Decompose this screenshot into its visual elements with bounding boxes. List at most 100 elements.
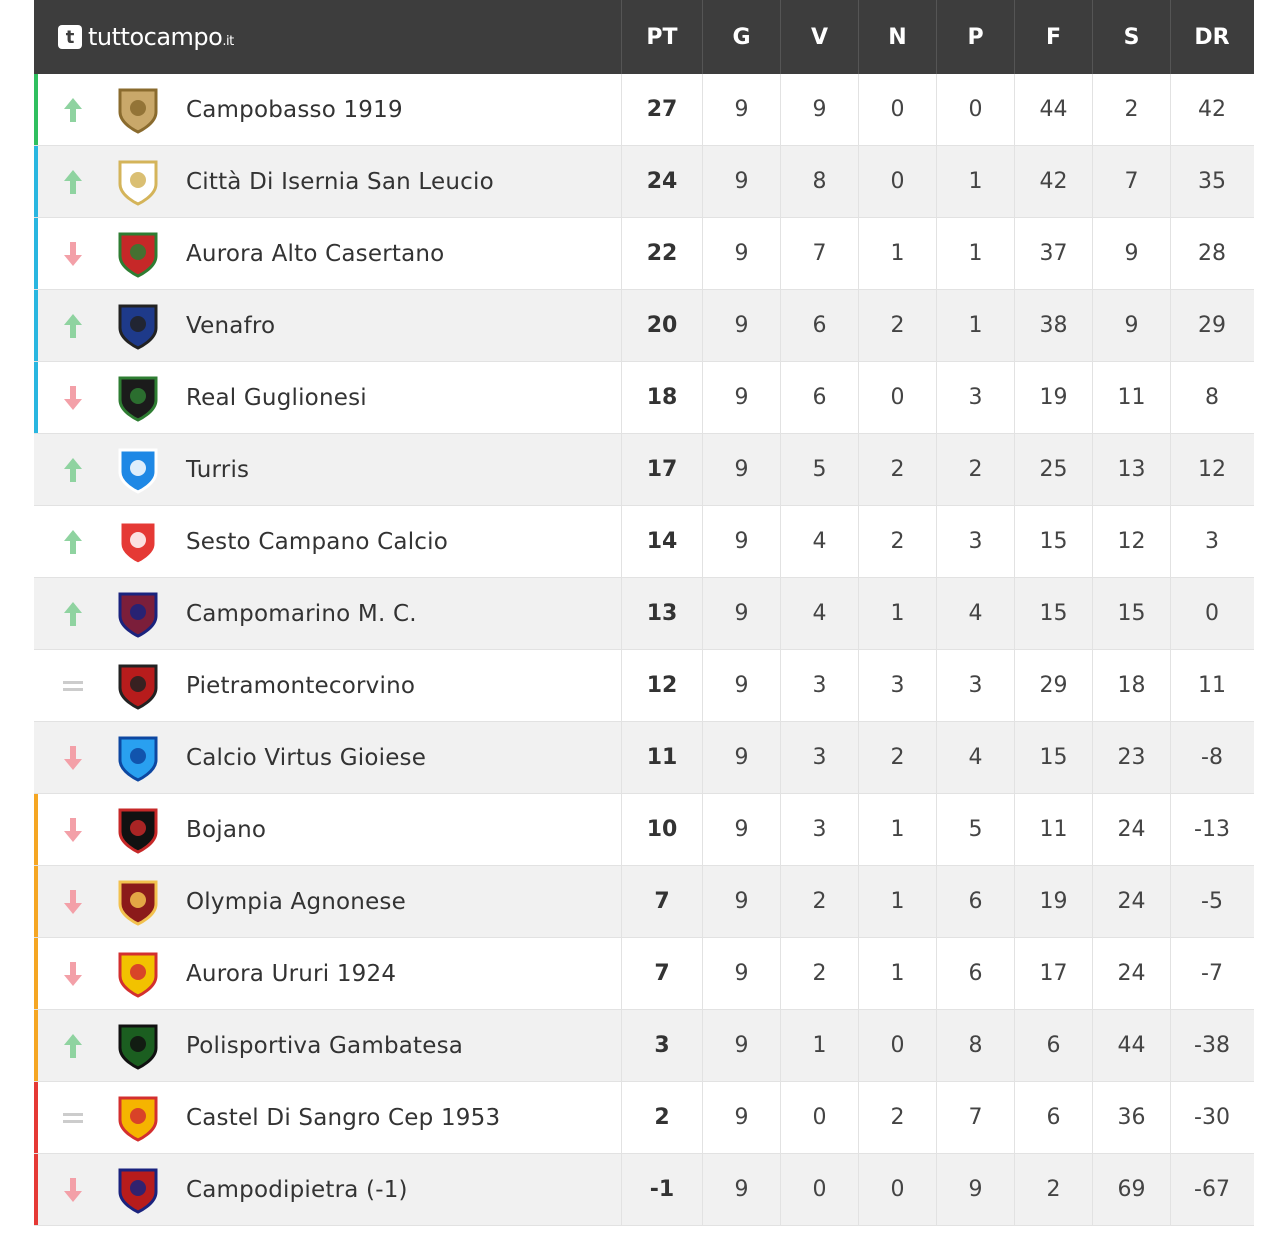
col-header-p[interactable]: P [937,0,1015,74]
venafro-crest-icon[interactable] [112,300,164,352]
col-header-f[interactable]: F [1015,0,1093,74]
trend-up-icon [34,169,112,195]
stat-dr: -38 [1194,1033,1230,1058]
stat-dr: 3 [1205,529,1219,554]
col-header-pt[interactable]: PT [622,0,703,74]
stat-v: 1 [781,1010,859,1081]
team-cell: Campomarino M. C. [34,578,622,649]
table-row[interactable]: Calcio Virtus Gioiese 11 9 3 2 4 15 23 -8 [34,722,1254,794]
team-name-link[interactable]: Aurora Alto Casertano [186,240,445,267]
stat-f: 29 [1015,650,1093,721]
stat-v: 0 [781,1154,859,1225]
stat-s: 23 [1093,722,1171,793]
table-row[interactable]: Bojano 10 9 3 1 5 11 24 -13 [34,794,1254,866]
table-row[interactable]: Pietramontecorvino 12 9 3 3 3 29 18 11 [34,650,1254,722]
team-name-link[interactable]: Polisportiva Gambatesa [186,1032,464,1059]
team-name-link[interactable]: Pietramontecorvino [186,672,416,699]
stat-f: 2 [1015,1154,1093,1225]
pietramontecorvino-crest-icon[interactable] [112,660,164,712]
stat-dr: 11 [1198,673,1226,698]
col-header-g[interactable]: G [703,0,781,74]
team-cell: Campodipietra (-1) [34,1154,622,1225]
table-row[interactable]: Polisportiva Gambatesa 3 9 1 0 8 6 44 -38 [34,1010,1254,1082]
col-header-s[interactable]: S [1093,0,1171,74]
stat-f: 15 [1015,578,1093,649]
team-name-link[interactable]: Venafro [186,312,276,339]
table-row[interactable]: Castel Di Sangro Cep 1953 2 9 0 2 7 6 36 -30 [34,1082,1254,1154]
gambatesa-crest-icon[interactable] [112,1020,164,1072]
turris-crest-icon[interactable] [112,444,164,496]
campomarino-crest-icon[interactable] [112,588,164,640]
team-cell: Città Di Isernia San Leucio [34,146,622,217]
stat-n: 2 [859,722,937,793]
team-name-link[interactable]: Campodipietra (-1) [186,1176,408,1203]
table-row[interactable]: Campomarino M. C. 13 9 4 1 4 15 15 0 [34,578,1254,650]
table-row[interactable]: Sesto Campano Calcio 14 9 4 2 3 15 12 3 [34,506,1254,578]
table-row[interactable]: Olympia Agnonese 7 9 2 1 6 19 24 -5 [34,866,1254,938]
team-name-link[interactable]: Castel Di Sangro Cep 1953 [186,1104,501,1131]
stat-p: 6 [937,938,1015,1009]
stat-f: 42 [1015,146,1093,217]
castel-di-sangro-crest-icon[interactable] [112,1092,164,1144]
stat-n: 1 [859,866,937,937]
stat-p: 3 [937,650,1015,721]
team-name-link[interactable]: Campobasso 1919 [186,96,403,123]
stat-v: 4 [781,578,859,649]
sesto-campano-crest-icon[interactable] [112,516,164,568]
real-guglionesi-crest-icon[interactable] [112,372,164,424]
stat-f: 44 [1015,74,1093,145]
table-row[interactable]: Campodipietra (-1) -1 9 0 0 9 2 69 -67 [34,1154,1254,1226]
stat-f: 19 [1015,866,1093,937]
stat-f: 17 [1015,938,1093,1009]
olympia-agnonese-crest-icon[interactable] [112,876,164,928]
stat-pt: 10 [622,794,703,865]
trend-equal-icon [34,1111,112,1125]
table-row[interactable]: Real Guglionesi 18 9 6 0 3 19 11 8 [34,362,1254,434]
team-name-link[interactable]: Bojano [186,816,267,843]
team-name-link[interactable]: Turris [186,456,250,483]
stat-n: 1 [859,218,937,289]
campodipietra-crest-icon[interactable] [112,1164,164,1216]
team-name-link[interactable]: Città Di Isernia San Leucio [186,168,494,195]
stat-pt: 18 [622,362,703,433]
stat-n: 0 [859,146,937,217]
team-name-link[interactable]: Olympia Agnonese [186,888,406,915]
col-header-dr[interactable]: DR [1194,24,1230,50]
trend-down-icon [34,817,112,843]
stat-pt: 22 [622,218,703,289]
bojano-crest-icon[interactable] [112,804,164,856]
team-name-link[interactable]: Calcio Virtus Gioiese [186,744,427,771]
stat-g: 9 [703,1154,781,1225]
stat-pt: 20 [622,290,703,361]
stat-n: 1 [859,794,937,865]
table-row[interactable]: Aurora Ururi 1924 7 9 2 1 6 17 24 -7 [34,938,1254,1010]
stat-v: 8 [781,146,859,217]
team-name-link[interactable]: Sesto Campano Calcio [186,528,448,555]
table-row[interactable]: Venafro 20 9 6 2 1 38 9 29 [34,290,1254,362]
stat-f: 15 [1015,506,1093,577]
table-row[interactable]: Città Di Isernia San Leucio 24 9 8 0 1 42 7 35 [34,146,1254,218]
virtus-gioiese-crest-icon[interactable] [112,732,164,784]
trend-down-icon [34,241,112,267]
team-name-link[interactable]: Aurora Ururi 1924 [186,960,397,987]
team-name-link[interactable]: Campomarino M. C. [186,600,417,627]
stat-g: 9 [703,434,781,505]
stat-n: 0 [859,1010,937,1081]
aurora-alto-casertano-crest-icon[interactable] [112,228,164,280]
table-row[interactable]: Aurora Alto Casertano 22 9 7 1 1 37 9 28 [34,218,1254,290]
brand[interactable]: t tuttocampo.it [34,0,622,74]
table-row[interactable]: Turris 17 9 5 2 2 25 13 12 [34,434,1254,506]
stat-s: 13 [1093,434,1171,505]
brand-name: tuttocampo.it [88,23,234,51]
table-row[interactable]: Campobasso 1919 27 9 9 0 0 44 2 42 [34,74,1254,146]
aurora-ururi-crest-icon[interactable] [112,948,164,1000]
campobasso-crest-icon[interactable] [112,84,164,136]
team-name-link[interactable]: Real Guglionesi [186,384,367,411]
stat-p: 7 [937,1082,1015,1153]
zone-indicator-relegation [34,1082,38,1153]
col-header-n[interactable]: N [859,0,937,74]
isernia-crest-icon[interactable] [112,156,164,208]
col-header-v[interactable]: V [781,0,859,74]
trend-down-icon [34,745,112,771]
stat-pt: 2 [622,1082,703,1153]
